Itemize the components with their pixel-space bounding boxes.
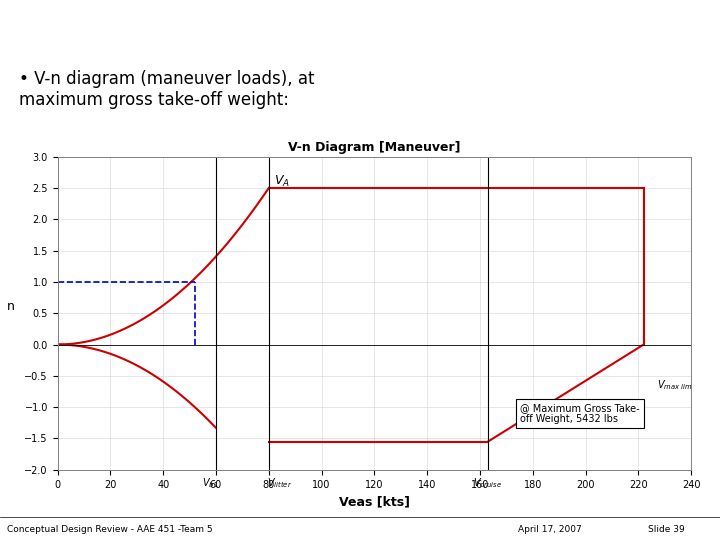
Text: Performance – V-n Diagram: Performance – V-n Diagram — [9, 16, 308, 35]
Text: $V_{b1}$: $V_{b1}$ — [202, 476, 219, 490]
Text: $V_{max\ lim}$: $V_{max\ lim}$ — [657, 379, 693, 392]
Text: • V-n diagram (maneuver loads), at
maximum gross take-off weight:: • V-n diagram (maneuver loads), at maxim… — [19, 70, 314, 109]
Text: Conceptual Design Review - AAE 451 -Team 5: Conceptual Design Review - AAE 451 -Team… — [7, 525, 213, 534]
Text: $V_A$: $V_A$ — [274, 174, 290, 189]
Text: $V_{litter}$: $V_{litter}$ — [267, 476, 292, 490]
Text: Slide 39: Slide 39 — [648, 525, 685, 534]
Title: V-n Diagram [Maneuver]: V-n Diagram [Maneuver] — [288, 141, 461, 154]
X-axis label: Veas [kts]: Veas [kts] — [339, 495, 410, 508]
Text: @ Maximum Gross Take-
off Weight, 5432 lbs: @ Maximum Gross Take- off Weight, 5432 l… — [520, 403, 640, 424]
Y-axis label: n: n — [6, 300, 14, 313]
Text: $V_{cruise}$: $V_{cruise}$ — [474, 476, 503, 490]
Text: April 17, 2007: April 17, 2007 — [518, 525, 582, 534]
